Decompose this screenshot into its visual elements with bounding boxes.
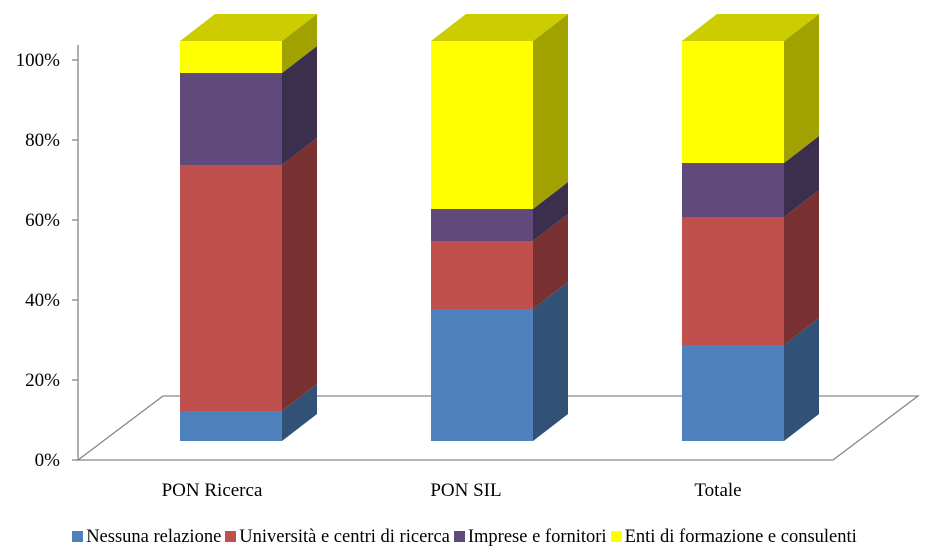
- legend-swatch: [225, 531, 237, 542]
- bar-front: [180, 165, 282, 411]
- bar-segment: [180, 138, 317, 411]
- y-tick-label: 80%: [25, 130, 60, 151]
- bar-front: [431, 209, 533, 241]
- y-tick-label: 100%: [16, 50, 61, 71]
- legend-label: Nessuna relazione: [86, 527, 222, 547]
- bar-front: [431, 241, 533, 309]
- legend-item: Enti di formazione e consulenti: [610, 527, 857, 547]
- x-axis-categories: PON Ricerca PON SIL Totale: [162, 480, 742, 501]
- bar-front: [431, 41, 533, 209]
- bar-side: [784, 318, 819, 441]
- floor-plane: [76, 395, 920, 461]
- bar-side: [282, 46, 317, 165]
- bar-segment: [682, 190, 819, 345]
- bar-front: [180, 73, 282, 165]
- y-axis-ticks: 0% 20% 40% 60% 80% 100%: [16, 50, 61, 471]
- axes: [72, 45, 920, 461]
- bar-front: [682, 345, 784, 441]
- bar-top: [682, 14, 819, 41]
- bar-segment: [431, 14, 568, 209]
- legend-label: Enti di formazione e consulenti: [624, 527, 857, 547]
- bar-stack: [682, 14, 819, 441]
- bar-front: [682, 41, 784, 163]
- bar-stack: [431, 14, 568, 441]
- bar-top: [431, 14, 568, 41]
- bar-side: [533, 14, 568, 209]
- bar-front: [431, 309, 533, 441]
- bar-side: [533, 282, 568, 441]
- bar-segment: [180, 14, 317, 73]
- y-tick-label: 20%: [25, 370, 60, 391]
- category-label: PON SIL: [430, 480, 501, 501]
- bar-front: [682, 217, 784, 345]
- bar-side: [784, 190, 819, 345]
- legend-label: Imprese e fornitori: [467, 527, 607, 547]
- y-tick-label: 60%: [25, 210, 60, 231]
- bar-segment: [682, 14, 819, 163]
- legend-item: Nessuna relazione: [72, 527, 221, 547]
- legend: Nessuna relazione Università e centri di …: [0, 527, 933, 547]
- legend-label: Università e centri di ricerca: [239, 527, 450, 547]
- legend-item: Università e centri di ricerca: [225, 527, 450, 547]
- bar-side: [533, 182, 568, 241]
- bar-side: [282, 14, 317, 73]
- bar-segment: [682, 136, 819, 217]
- bar-side: [282, 384, 317, 441]
- bars: [180, 14, 819, 441]
- bar-side: [282, 138, 317, 411]
- legend-swatch: [72, 531, 84, 542]
- bar-segment: [682, 318, 819, 441]
- bar-segment: [431, 214, 568, 309]
- bar-segment: [431, 182, 568, 241]
- bar-front: [180, 41, 282, 73]
- bar-top: [180, 14, 317, 41]
- bar-segment: [431, 282, 568, 441]
- legend-item: Imprese e fornitori: [453, 527, 607, 547]
- y-tick-label: 40%: [25, 290, 60, 311]
- bar-side: [784, 14, 819, 163]
- bar-side: [533, 214, 568, 309]
- category-label: PON Ricerca: [162, 480, 263, 501]
- y-tick-label: 0%: [35, 450, 61, 471]
- bar-front: [180, 411, 282, 441]
- legend-swatch: [453, 531, 465, 542]
- bar-segment: [180, 46, 317, 165]
- bar-front: [682, 163, 784, 217]
- bar-stack: [180, 14, 317, 441]
- category-label: Totale: [694, 480, 741, 501]
- legend-swatch: [610, 531, 622, 542]
- bar-segment: [180, 384, 317, 441]
